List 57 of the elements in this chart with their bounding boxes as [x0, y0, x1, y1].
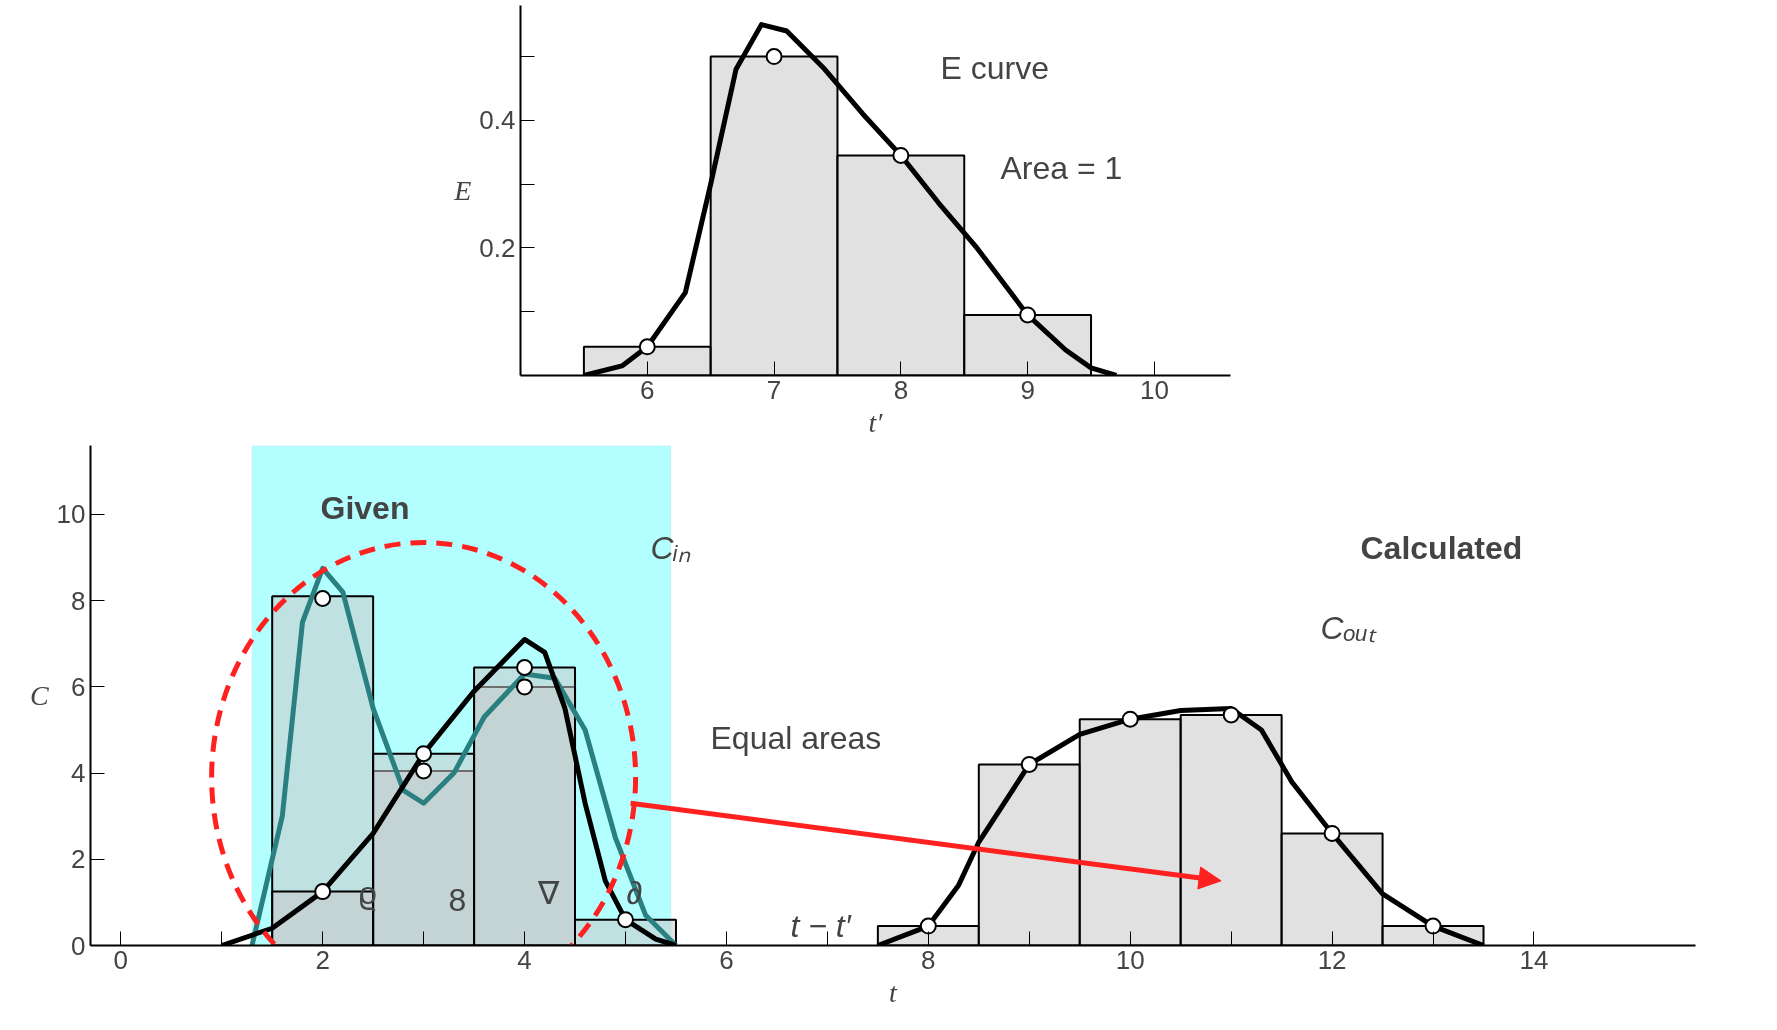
bar: [1280, 832, 1384, 946]
x-axis-title: t′: [868, 406, 884, 438]
x-tick-label: 8: [893, 374, 909, 405]
y-tick-label: 8: [71, 585, 86, 616]
point: [516, 678, 534, 696]
bar: [963, 313, 1093, 376]
point: [1424, 917, 1442, 935]
point: [892, 146, 910, 164]
y-tick-label: 10: [56, 499, 86, 530]
annotation: Cᵢₙ: [650, 529, 691, 566]
annotation: ∇: [536, 874, 560, 911]
annotation: Area = 1: [1000, 149, 1123, 186]
x-tick-label: 8: [921, 944, 936, 975]
point: [919, 917, 937, 935]
bar: [709, 55, 839, 376]
annotation: Equal areas: [710, 719, 882, 756]
bar: [836, 154, 966, 376]
point: [1323, 824, 1341, 842]
x-tick-label: 6: [640, 374, 655, 405]
x-tick-label: 9: [1020, 374, 1035, 405]
point: [1020, 755, 1038, 773]
annotation: Cₒᵤₜ: [1320, 609, 1377, 646]
x-tick-label: 10: [1139, 374, 1169, 405]
bar: [1078, 718, 1182, 946]
x-tick-label: 7: [766, 374, 782, 405]
annotation: E curve: [940, 49, 1049, 86]
annotation: t − t′: [790, 907, 852, 944]
point: [1019, 306, 1037, 324]
x-tick-label: 0: [113, 944, 129, 975]
y-tick-label: 6: [71, 671, 86, 702]
bar: [1179, 713, 1283, 946]
x-axis-title: t: [889, 976, 899, 1008]
bar: [977, 763, 1081, 946]
point: [1121, 710, 1139, 728]
y-tick-label: 4: [71, 758, 86, 789]
point: [314, 883, 332, 901]
y-tick-label: 0.2: [479, 232, 516, 263]
point: [415, 762, 433, 780]
annotation: Given: [320, 489, 410, 526]
point: [638, 338, 656, 356]
point: [617, 911, 634, 929]
annotation: Calculated: [1360, 529, 1523, 566]
point: [516, 659, 534, 676]
point: [1222, 706, 1240, 724]
x-tick-label: 6: [719, 944, 734, 975]
x-tick-label: 2: [315, 944, 330, 975]
y-axis-title: C: [29, 680, 49, 711]
point: [415, 745, 433, 763]
y-tick-label: 0.4: [479, 105, 516, 136]
y-tick-label: 2: [71, 844, 86, 875]
point: [314, 590, 332, 607]
x-tick-label: 14: [1519, 944, 1549, 975]
annotation: 8: [448, 881, 467, 918]
x-tick-label: 12: [1317, 944, 1347, 975]
point: [765, 48, 783, 66]
x-tick-label: 10: [1115, 944, 1145, 975]
y-axis-title: E: [453, 175, 472, 206]
